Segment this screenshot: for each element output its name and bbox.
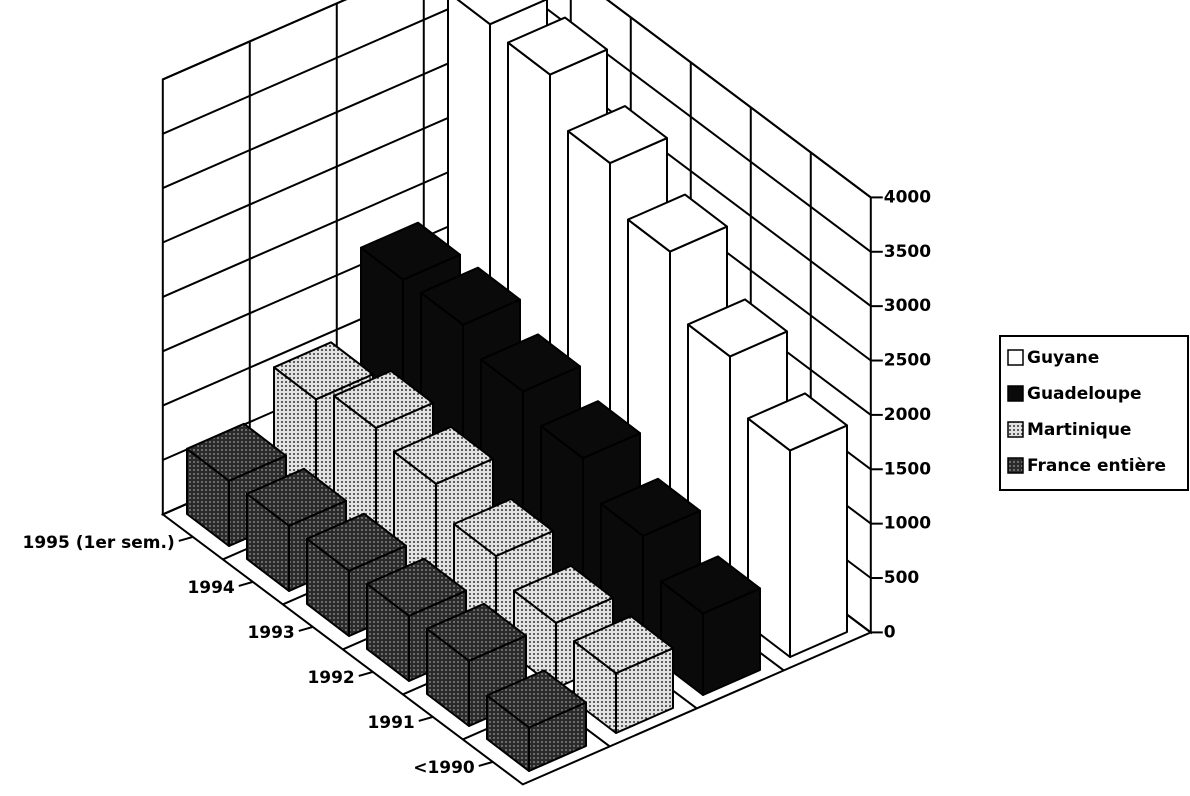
bar-top xyxy=(186,422,287,482)
legend-label: France entière xyxy=(1027,456,1166,476)
legend-label: Guyane xyxy=(1027,348,1099,368)
legend-swatch xyxy=(1007,349,1024,366)
bar-top xyxy=(486,669,587,729)
bar-top xyxy=(480,333,581,393)
legend-label: Guadeloupe xyxy=(1027,384,1142,404)
bar-top xyxy=(393,425,494,485)
bar-front xyxy=(789,424,848,658)
y-tick-label: 2000 xyxy=(884,405,931,425)
bar-top xyxy=(360,221,461,281)
bar-top xyxy=(507,16,608,76)
legend-box xyxy=(999,335,1189,491)
bar-top xyxy=(420,266,521,326)
y-tick-label: 500 xyxy=(884,568,920,588)
y-tick-label: 3500 xyxy=(884,242,931,262)
bar-top xyxy=(687,298,788,358)
x-tick xyxy=(238,580,254,587)
x-tick-label: <1990 xyxy=(413,758,475,778)
x-tick-label: 1995 (1er sem.) xyxy=(23,533,175,553)
x-tick xyxy=(298,625,314,632)
x-tick-label: 1992 xyxy=(307,668,354,688)
bar-top xyxy=(540,400,641,460)
bar-top xyxy=(567,105,668,165)
bar-top xyxy=(366,557,467,617)
bar-top xyxy=(273,341,374,401)
x-tick xyxy=(358,670,374,677)
bar-top xyxy=(747,392,848,452)
x-tick xyxy=(418,715,434,722)
y-tick-label: 0 xyxy=(884,622,896,642)
y-tick-label: 4000 xyxy=(884,187,931,207)
x-tick xyxy=(478,760,494,767)
legend-swatch xyxy=(1007,457,1024,474)
bar-top xyxy=(513,564,614,624)
legend-swatch xyxy=(1007,385,1024,402)
bar-top xyxy=(660,555,761,615)
grid-line xyxy=(162,0,872,253)
grid-line xyxy=(162,0,872,199)
bar-top xyxy=(246,467,347,527)
y-tick-label: 1500 xyxy=(884,459,931,479)
legend-swatch xyxy=(1007,421,1024,438)
y-tick-label: 1000 xyxy=(884,514,931,534)
x-tick xyxy=(178,535,194,542)
x-tick-label: 1994 xyxy=(187,578,234,598)
bar-top xyxy=(627,193,728,253)
bar-top xyxy=(456,0,548,26)
y-tick-label: 3000 xyxy=(884,296,931,316)
bar-top xyxy=(453,498,554,557)
bar-top xyxy=(426,602,527,662)
bar-top xyxy=(600,477,701,537)
x-tick-label: 1991 xyxy=(367,713,414,733)
bar-top xyxy=(333,369,434,429)
bar-top xyxy=(573,615,674,675)
x-tick-label: 1993 xyxy=(247,623,294,643)
y-tick-label: 2500 xyxy=(884,351,931,371)
legend-label: Martinique xyxy=(1027,420,1131,440)
bar-top xyxy=(306,512,407,572)
